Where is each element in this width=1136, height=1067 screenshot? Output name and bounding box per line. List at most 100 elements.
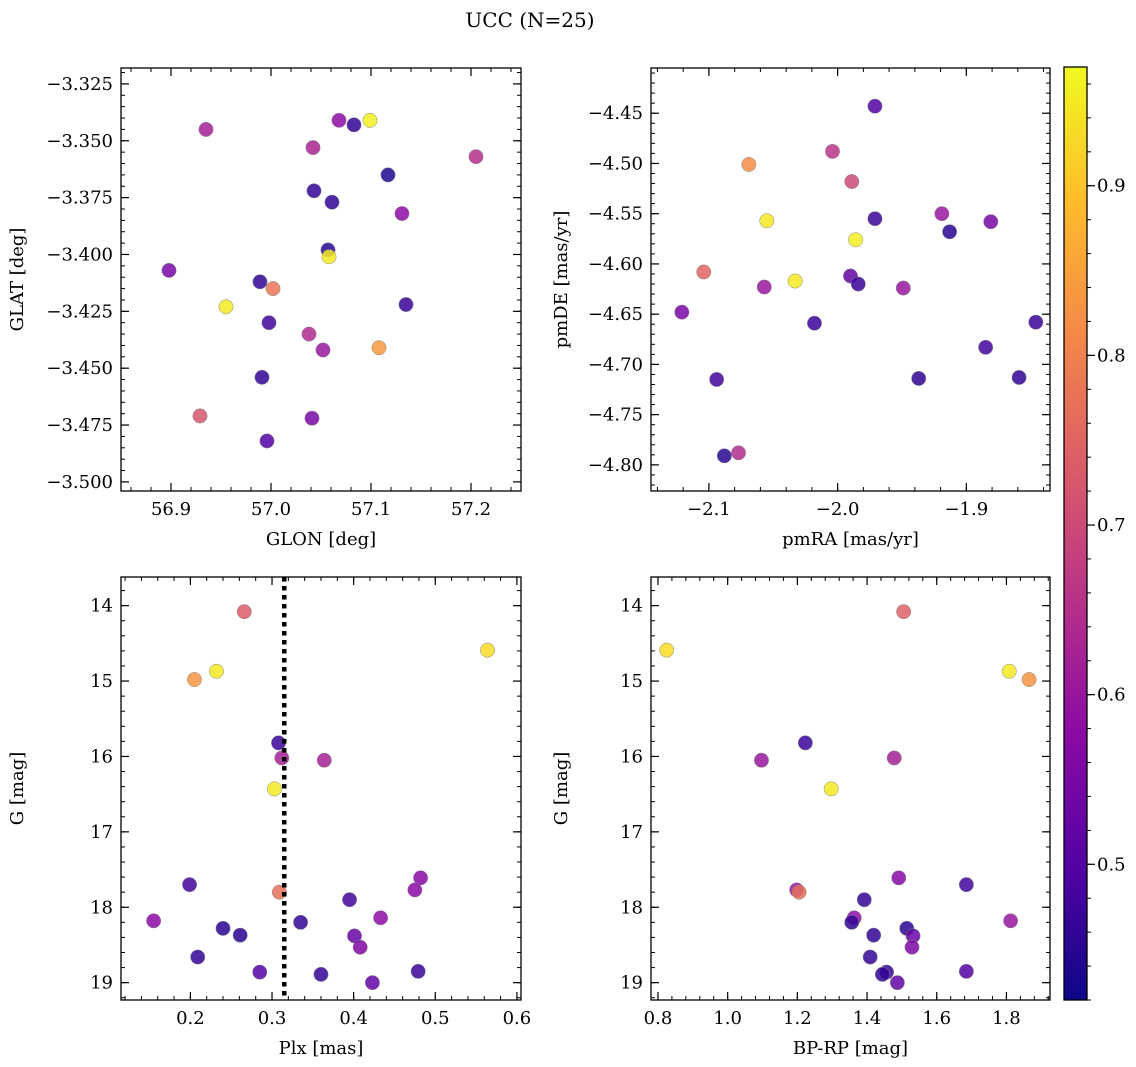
scatter-point xyxy=(380,167,396,183)
scatter-point xyxy=(161,262,177,278)
x-tick-label: 1.8 xyxy=(992,1008,1021,1029)
scatter-point xyxy=(232,927,248,943)
y-axis-label: pmDE [mas/yr] xyxy=(551,211,572,349)
subplot-1: 56.9 57.0 57.1 57.2 −3.325 −3.350 −3.375 −3.400… xyxy=(7,67,522,550)
scatter-point xyxy=(261,315,277,331)
colorbar-tick-label: 0.8 xyxy=(1097,345,1126,366)
y-tick-label: −3.450 xyxy=(46,358,113,379)
colorbar-tick-label: 0.5 xyxy=(1097,854,1126,875)
scatter-points xyxy=(674,98,1044,464)
y-tick-label: −4.80 xyxy=(588,455,643,476)
scatter-point xyxy=(823,781,839,797)
scatter-points xyxy=(146,604,495,991)
x-tick-label: −2.0 xyxy=(816,499,860,520)
y-tick-label: 17 xyxy=(620,822,643,843)
scatter-point xyxy=(304,410,320,426)
axes-frame xyxy=(120,576,522,1001)
scatter-point xyxy=(324,194,340,210)
scatter-point xyxy=(889,975,905,991)
axes-frame xyxy=(650,67,1051,492)
scatter-point xyxy=(398,297,414,312)
y-tick-label: −4.65 xyxy=(588,304,643,325)
y-tick-label: −3.475 xyxy=(46,415,113,436)
scatter-point xyxy=(315,342,331,358)
scatter-point xyxy=(866,927,882,943)
x-tick-label: 0.6 xyxy=(503,1008,532,1029)
subplot-4: 0.8 1.0 1.2 1.4 1.6 1.8 14 15 16 17 18 19 BP-RP [mag… xyxy=(551,576,1051,1059)
y-tick-label: −3.400 xyxy=(46,244,113,265)
scatter-point xyxy=(236,604,252,620)
scatter-point xyxy=(413,870,429,886)
x-axis-label: BP-RP [mag] xyxy=(793,1038,908,1059)
scatter-point xyxy=(267,781,282,797)
minor-ticks xyxy=(651,577,1050,1000)
scatter-point xyxy=(1021,672,1037,687)
scatter-point xyxy=(934,206,950,222)
y-tick-label: 15 xyxy=(620,671,643,692)
scatter-points xyxy=(659,604,1037,991)
scatter-point xyxy=(807,315,822,331)
colorbar-tick-label: 0.9 xyxy=(1097,176,1126,197)
scatter-point xyxy=(187,672,202,687)
scatter-point xyxy=(895,280,911,296)
scatter-point xyxy=(215,920,231,936)
y-tick-label: 19 xyxy=(620,973,643,994)
scatter-point xyxy=(862,949,878,965)
x-tick-label: 57.1 xyxy=(351,499,391,520)
subplot-grid: 56.9 57.0 57.1 57.2 −3.325 −3.350 −3.375 −3.400… xyxy=(7,67,1051,1059)
y-axis-label: G [mag] xyxy=(551,752,572,825)
scatter-point xyxy=(252,274,268,290)
y-tick-label: −3.325 xyxy=(46,74,113,95)
scatter-point xyxy=(362,112,378,128)
scatter-point xyxy=(756,279,772,295)
scatter-point xyxy=(371,340,387,356)
scatter-point xyxy=(364,975,380,991)
axes-frame xyxy=(650,576,1051,1001)
y-axis-label: G [mag] xyxy=(7,752,28,825)
colorbar: 0.5 0.6 0.7 0.8 0.9 xyxy=(1063,66,1126,1001)
scatter-point xyxy=(958,877,974,893)
scatter-point xyxy=(252,964,268,980)
y-tick-label: −3.375 xyxy=(46,188,113,209)
scatter-point xyxy=(410,963,426,979)
scatter-point xyxy=(407,882,423,898)
x-axis-label: GLON [deg] xyxy=(266,529,376,550)
scatter-point xyxy=(313,966,329,982)
scatter-point xyxy=(342,892,358,908)
scatter-point xyxy=(209,663,224,679)
scatter-point xyxy=(731,445,746,461)
scatter-point xyxy=(265,281,281,297)
y-tick-label: −4.70 xyxy=(588,354,643,375)
scatter-point xyxy=(192,408,208,424)
scatter-point xyxy=(306,183,322,199)
subplot-3: 0.2 0.3 0.4 0.5 0.6 14 15 16 17 18 19 Plx [mas] G [m… xyxy=(7,576,532,1059)
y-tick-label: 18 xyxy=(620,897,643,918)
scatter-point xyxy=(844,914,860,930)
scatter-point xyxy=(754,752,769,768)
scatter-point xyxy=(218,299,234,315)
minor-ticks xyxy=(121,577,521,1000)
y-tick-label: −4.55 xyxy=(588,204,643,225)
scatter-point xyxy=(331,112,347,128)
y-tick-label: −4.50 xyxy=(588,153,643,174)
y-tick-label: −4.45 xyxy=(588,103,643,124)
x-tick-label: −2.1 xyxy=(687,499,731,520)
x-tick-label: 0.4 xyxy=(339,1008,368,1029)
x-axis-label: pmRA [mas/yr] xyxy=(782,529,919,550)
scatter-point xyxy=(468,149,484,165)
y-tick-label: 15 xyxy=(90,671,113,692)
scatter-point xyxy=(716,448,732,464)
y-tick-label: 14 xyxy=(620,596,643,617)
scatter-point xyxy=(850,276,866,292)
scatter-point xyxy=(182,877,198,893)
x-tick-label: 0.3 xyxy=(258,1008,287,1029)
scatter-point xyxy=(759,213,775,229)
x-tick-label: 0.5 xyxy=(421,1008,450,1029)
scatter-point xyxy=(978,339,994,355)
scatter-point xyxy=(797,735,813,751)
y-tick-label: −4.60 xyxy=(588,254,643,275)
scatter-point xyxy=(321,249,337,265)
scatter-point xyxy=(346,117,362,133)
scatter-point xyxy=(696,264,712,280)
